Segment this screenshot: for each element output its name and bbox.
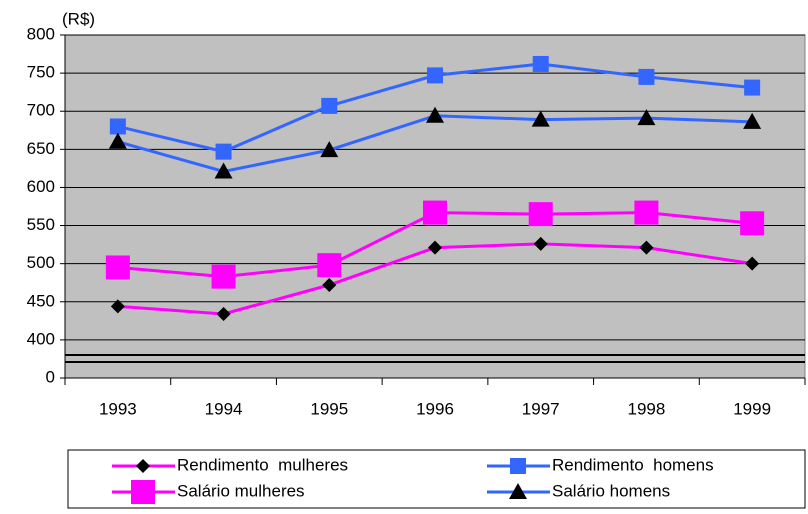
marker [509,483,527,499]
legend-label: Salário homens [552,481,670,500]
y-tick-label: 600 [27,177,55,196]
y-tick-label: 400 [27,329,55,348]
y-tick-label: 450 [27,291,55,310]
marker [531,110,550,127]
marker [105,255,130,280]
marker [214,162,233,179]
legend-label: Rendimento mulheres [177,455,348,474]
marker [634,200,659,225]
legend-label: Salário mulheres [177,481,305,500]
x-tick-label: 1995 [310,399,348,418]
legend-label: Rendimento homens [552,455,714,474]
marker [423,200,447,225]
marker [740,211,765,236]
marker [136,459,150,473]
marker [532,55,549,72]
x-tick-label: 1993 [99,399,137,418]
marker [211,264,236,289]
marker [109,118,126,135]
marker [131,480,155,504]
legend [67,449,806,509]
x-tick-label: 1996 [416,399,454,418]
marker [528,202,553,227]
marker [427,67,443,84]
marker [743,112,762,129]
marker [637,109,656,126]
x-tick-label: 1998 [628,399,666,418]
marker [110,299,125,314]
marker [322,278,337,293]
y-tick-label: 700 [27,101,55,120]
marker [320,141,339,158]
x-tick-label: 1999 [733,399,771,418]
marker [317,253,342,278]
marker [745,256,760,271]
marker [533,236,548,251]
x-tick-label: 1997 [522,399,560,418]
marker [744,79,761,96]
marker [639,240,654,255]
marker [215,143,232,160]
y-tick-label: 750 [27,63,55,82]
y-tick-label: 800 [27,24,55,43]
marker [428,240,442,255]
marker [108,132,127,149]
y-tick-label: 0 [46,367,55,386]
marker [638,68,655,85]
marker [321,97,338,114]
y-tick-label: 650 [27,139,55,158]
marker [216,306,231,321]
y-tick-label: 500 [27,253,55,272]
marker [510,458,526,474]
y-axis-label: (R$) [62,9,95,28]
x-tick-label: 1994 [205,399,243,418]
marker [426,106,444,123]
y-tick-label: 550 [27,215,55,234]
